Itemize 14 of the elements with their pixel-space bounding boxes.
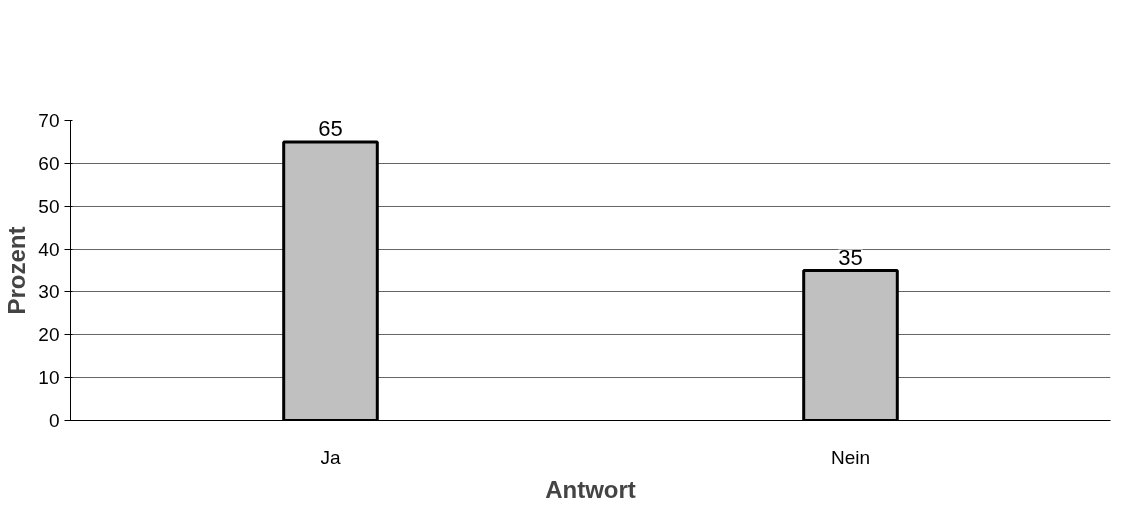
y-tick-label: 40	[38, 238, 60, 260]
y-tick-label: 60	[38, 152, 60, 174]
x-axis-title: Antwort	[545, 475, 636, 503]
y-tick-label: 0	[48, 410, 60, 431]
y-axis-title: Prozent	[3, 226, 31, 315]
y-tick-label: 50	[38, 195, 60, 217]
y-tick-label: 20	[38, 324, 60, 346]
y-tick-label: 70	[38, 110, 60, 131]
data-label: 35	[838, 244, 863, 270]
data-label: 65	[318, 115, 343, 141]
y-tick-label: 30	[38, 281, 60, 303]
y-tick-label: 10	[38, 367, 60, 389]
x-tick-label: Ja	[320, 446, 341, 468]
x-tick-label: Nein	[830, 446, 871, 468]
